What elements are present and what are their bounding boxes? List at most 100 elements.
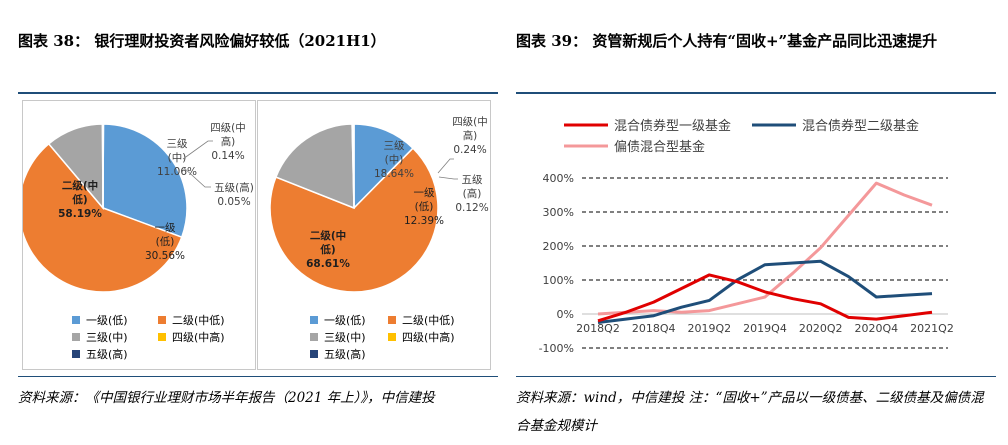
slice-label: 18.64%	[374, 168, 414, 180]
legend-label: 一级(低)	[86, 314, 128, 327]
slice-label: 一级	[155, 222, 176, 234]
slice-label: (中)	[168, 151, 187, 164]
slice-label: 68.61%	[306, 258, 350, 270]
slice-label: 二级(中	[62, 179, 98, 192]
right-bottom-rule	[516, 376, 996, 377]
legend-label: 二级(中低)	[402, 314, 455, 327]
y-tick-label: -100%	[539, 342, 574, 355]
leader-line	[437, 158, 454, 174]
legend-label: 二级(中低)	[172, 314, 225, 327]
legend-label: 四级(中高)	[172, 331, 225, 344]
legend-label: 四级(中高)	[402, 331, 455, 344]
slice-label: 0.14%	[211, 150, 244, 162]
legend-swatch	[158, 333, 166, 341]
y-tick-label: 100%	[543, 274, 574, 287]
legend-swatch	[310, 316, 318, 324]
legend-swatch	[388, 316, 396, 324]
right-figure-title: 图表 39： 资管新规后个人持有“固收+”基金产品同比迅速提升	[516, 32, 938, 50]
slice-label: 三级	[167, 138, 188, 150]
slice-label: 五级	[462, 174, 483, 186]
slice-label: (中)	[385, 153, 404, 166]
legend-label-1: 混合债券型一级基金	[614, 118, 731, 134]
slice-label: (高)	[463, 187, 482, 200]
slice-label: 0.24%	[453, 144, 486, 156]
pie-chart-2: 一级(低) 12.39% 二级(中低) 68.61% 三级(中) 18.64% 四级(中高)…	[269, 115, 489, 293]
pie-panel-2: 一级 (低) 12.39% 二级(中 低) 68.61% 三级 (中) 18.64% 四级(中 高)…	[257, 100, 491, 370]
x-tick-label: 2019Q4	[743, 322, 787, 335]
legend-label: 一级(低)	[324, 314, 366, 327]
legend-item-level5: 五级(高)	[72, 346, 128, 362]
pie-slice-3	[274, 123, 355, 210]
legend-item-level3: 三级(中)	[310, 329, 366, 345]
series-line-2	[597, 259, 933, 324]
y-tick-label: 0%	[557, 308, 574, 321]
leader-line	[438, 176, 458, 180]
leader-line	[182, 166, 211, 188]
right-source-note: 资料来源：wind，中信建投 注：“固收+”产品以一级债基、二级债基及偏债混合基…	[516, 390, 984, 434]
legend-label: 五级(高)	[86, 348, 128, 361]
slice-label: 低)	[319, 243, 335, 256]
x-tick-label: 2021Q2	[910, 322, 954, 335]
pie-slice-5	[352, 123, 355, 209]
slice-label: 四级(中	[452, 115, 488, 128]
legend-swatch	[310, 333, 318, 341]
right-title-rule	[516, 92, 996, 94]
legend-swatch	[72, 333, 80, 341]
legend-label-3: 偏债混合型基金	[614, 139, 705, 155]
y-tick-label: 200%	[543, 240, 574, 253]
slice-label: 四级(中	[210, 121, 246, 134]
slice-label: 高)	[221, 135, 236, 148]
legend-item-level3: 三级(中)	[72, 329, 128, 345]
legend-item-level1: 一级(低)	[310, 312, 366, 328]
slice-label: 58.19%	[58, 208, 102, 220]
slice-label: 五级(高)	[214, 181, 254, 194]
pie-panel-1: 一级 (低) 30.56% 二级(中 低) 58.19% 三级 (中) 11.06% 四级(中 高)…	[18, 100, 256, 370]
left-figure-title: 图表 38： 银行理财投资者风险偏好较低（2021H1）	[18, 32, 386, 50]
legend-item-level4: 四级(中高)	[388, 329, 455, 345]
pie-slice-1	[353, 123, 415, 210]
slice-label: 二级(中	[310, 229, 346, 242]
pie-slice-1	[102, 123, 188, 239]
left-source-note: 资料来源：《中国银行业理财市场半年报告（2021 年上）》，中信建投	[18, 390, 435, 406]
x-tick-label: 2019Q2	[688, 322, 732, 335]
legend-swatch	[310, 350, 318, 358]
slice-label: 低)	[71, 193, 87, 206]
x-tick-label: 2020Q4	[855, 322, 899, 335]
legend-item-level1: 一级(低)	[72, 312, 128, 328]
pie-slice-2	[18, 142, 183, 293]
slice-label: 0.05%	[217, 196, 250, 208]
slice-label: 高)	[463, 129, 478, 142]
series-line-3	[597, 181, 933, 316]
legend-item-level4: 四级(中高)	[158, 329, 225, 345]
slice-label: 11.06%	[157, 166, 197, 178]
x-tick-label: 2018Q2	[576, 322, 620, 335]
legend-label: 三级(中)	[324, 331, 366, 344]
slice-label: (低)	[415, 200, 434, 213]
legend-item-level2: 二级(中低)	[158, 312, 225, 328]
slice-label: 三级	[384, 140, 405, 152]
series-line-1	[597, 273, 933, 323]
legend-item-level2: 二级(中低)	[388, 312, 455, 328]
y-tick-label: 400%	[543, 172, 574, 185]
leader-line	[182, 140, 213, 160]
legend-swatch	[72, 350, 80, 358]
left-title-rule	[18, 92, 498, 94]
pie-chart-1: 一级(低) 30.56% 二级(中低) 58.19% 三级(中) 11.06% 四级(中高)…	[18, 121, 254, 293]
slice-label: 12.39%	[404, 215, 444, 227]
legend-swatch	[72, 316, 80, 324]
legend-item-level5: 五级(高)	[310, 346, 366, 362]
y-tick-label: 300%	[543, 206, 574, 219]
legend-label: 三级(中)	[86, 331, 128, 344]
legend-swatch	[388, 333, 396, 341]
slice-label: (低)	[156, 235, 175, 248]
slice-label: 一级	[414, 187, 435, 199]
slice-label: 0.12%	[455, 202, 488, 214]
legend-label-2: 混合债券型二级基金	[802, 118, 919, 134]
legend-swatch	[158, 316, 166, 324]
legend-label: 五级(高)	[324, 348, 366, 361]
left-bottom-rule	[18, 376, 498, 377]
x-tick-label: 2020Q2	[799, 322, 843, 335]
pie-slice-2	[269, 147, 439, 293]
slice-label: 30.56%	[145, 250, 185, 262]
